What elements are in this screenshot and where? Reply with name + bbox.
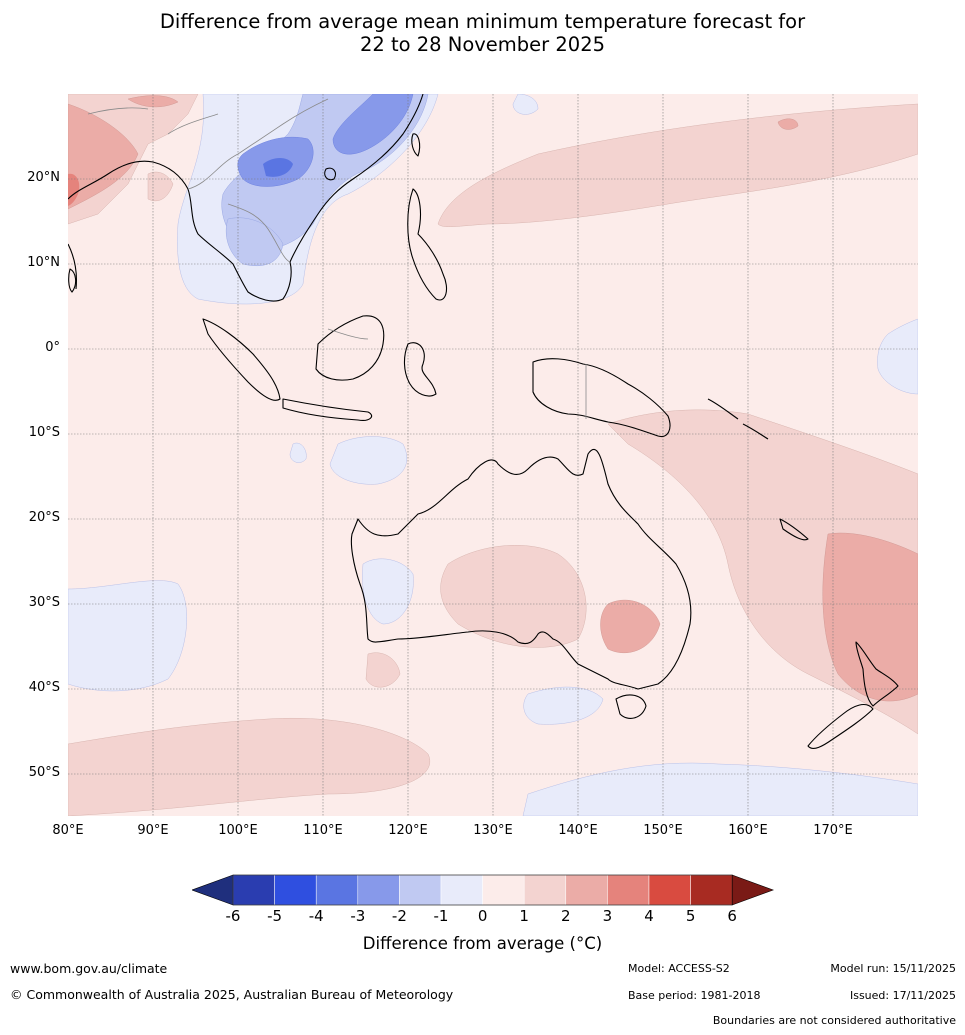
colorbar-extend-low: [191, 874, 234, 906]
colorbar-tick-label: 3: [602, 907, 613, 925]
lon-label-80e: 80°E: [52, 823, 84, 838]
coastlines: [68, 94, 899, 749]
new-caledonia-coastline: [779, 518, 809, 541]
lon-label-90e: 90°E: [137, 823, 169, 838]
graticule: [68, 94, 918, 816]
colorbar-segment: [607, 874, 650, 906]
footer-model-run: Model run: 15/11/2025: [830, 962, 956, 975]
tasmania-coastline: [615, 694, 647, 719]
lat-label-50s: 50°S: [28, 765, 60, 780]
lat-label-10s: 10°S: [28, 425, 60, 440]
colorbar-segment: [440, 874, 483, 906]
colorbar-tick-label: 2: [561, 907, 571, 925]
colorbar-svg: [191, 874, 775, 906]
borneo-coastline: [315, 315, 385, 381]
new-guinea-coastline: [532, 358, 671, 438]
country-borders: [87, 98, 587, 419]
java-coastline: [282, 398, 373, 421]
colorbar-segment: [482, 874, 525, 906]
footer-website: www.bom.gov.au/climate: [10, 961, 168, 976]
colorbar-tick-label: -3: [350, 907, 366, 925]
philippines-coastline: [407, 188, 448, 301]
footer-disclaimer: Boundaries are not considered authoritat…: [712, 1014, 956, 1027]
sri-lanka-coastline: [68, 268, 77, 293]
anomaly-three-to-four: [68, 173, 80, 206]
colorbar-tick-label: -2: [391, 907, 407, 925]
colorbar-segment: [648, 874, 691, 906]
taiwan-coastline: [411, 133, 421, 157]
title-line-2: 22 to 28 November 2025: [359, 33, 606, 56]
footer-base-period: Base period: 1981-2018: [628, 989, 761, 1002]
colorbar-tick-label: -4: [308, 907, 324, 925]
chart-title: Difference from average mean minimum tem…: [0, 10, 965, 56]
map-svg: [68, 94, 918, 816]
lat-label-0: 0°: [45, 340, 60, 355]
lon-label-120e: 120°E: [388, 823, 428, 838]
colorbar-tick-label: 5: [685, 907, 696, 925]
title-line-1: Difference from average mean minimum tem…: [159, 10, 806, 33]
australia-coastline: [350, 448, 692, 690]
colorbar-segment: [565, 874, 608, 906]
colorbar-segment: [315, 874, 359, 906]
colorbar-tick-label: -1: [433, 907, 449, 925]
lon-label-150e: 150°E: [643, 823, 683, 838]
colorbar-extend-high: [731, 874, 775, 906]
colorbar-tick-label: 6: [727, 907, 737, 925]
colorbar-segment: [232, 874, 275, 906]
india-coastline: [68, 243, 77, 290]
sulawesi-coastline: [403, 342, 437, 397]
footer-issued: Issued: 17/11/2025: [849, 989, 956, 1002]
colorbar: [191, 874, 775, 906]
lon-label-140e: 140°E: [558, 823, 598, 838]
sumatra-coastline: [202, 318, 281, 401]
colorbar-tick-label: -6: [225, 907, 241, 925]
anomaly-two-to-three: [68, 95, 918, 702]
asia-coastline: [68, 94, 424, 302]
colorbar-segment: [399, 874, 442, 906]
anomaly-minus-four-to-minus-three: [263, 158, 293, 177]
lat-label-20n: 20°N: [27, 170, 60, 185]
solomon-coastline: [707, 398, 769, 440]
footer-model: Model: ACCESS-S2: [628, 962, 730, 975]
colorbar-segment: [690, 874, 733, 906]
forecast-map: [68, 94, 918, 816]
colorbar-outline: [232, 874, 733, 906]
lon-label-100e: 100°E: [218, 823, 258, 838]
lon-label-170e: 170°E: [813, 823, 853, 838]
hainan-coastline: [324, 167, 336, 181]
lon-label-110e: 110°E: [303, 823, 343, 838]
colorbar-segment: [523, 874, 567, 906]
lat-label-20s: 20°S: [28, 510, 60, 525]
lat-label-30s: 30°S: [28, 595, 60, 610]
colorbar-tick-label: 1: [519, 907, 529, 925]
colorbar-tick-label: 0: [477, 907, 488, 925]
lat-label-10n: 10°N: [27, 255, 60, 270]
colorbar-segment: [357, 874, 400, 906]
lon-label-130e: 130°E: [473, 823, 513, 838]
colorbar-tick-label: -5: [267, 907, 283, 925]
colorbar-segment: [274, 874, 317, 906]
colorbar-label: Difference from average (°C): [362, 934, 603, 953]
lon-label-160e: 160°E: [728, 823, 768, 838]
nz-north-coastline: [855, 641, 899, 707]
nz-south-coastline: [807, 703, 874, 749]
lat-label-40s: 40°S: [28, 680, 60, 695]
anomaly-one-to-two: [68, 94, 918, 816]
footer-copyright: © Commonwealth of Australia 2025, Austra…: [10, 987, 454, 1002]
colorbar-tick-label: 4: [644, 907, 654, 925]
